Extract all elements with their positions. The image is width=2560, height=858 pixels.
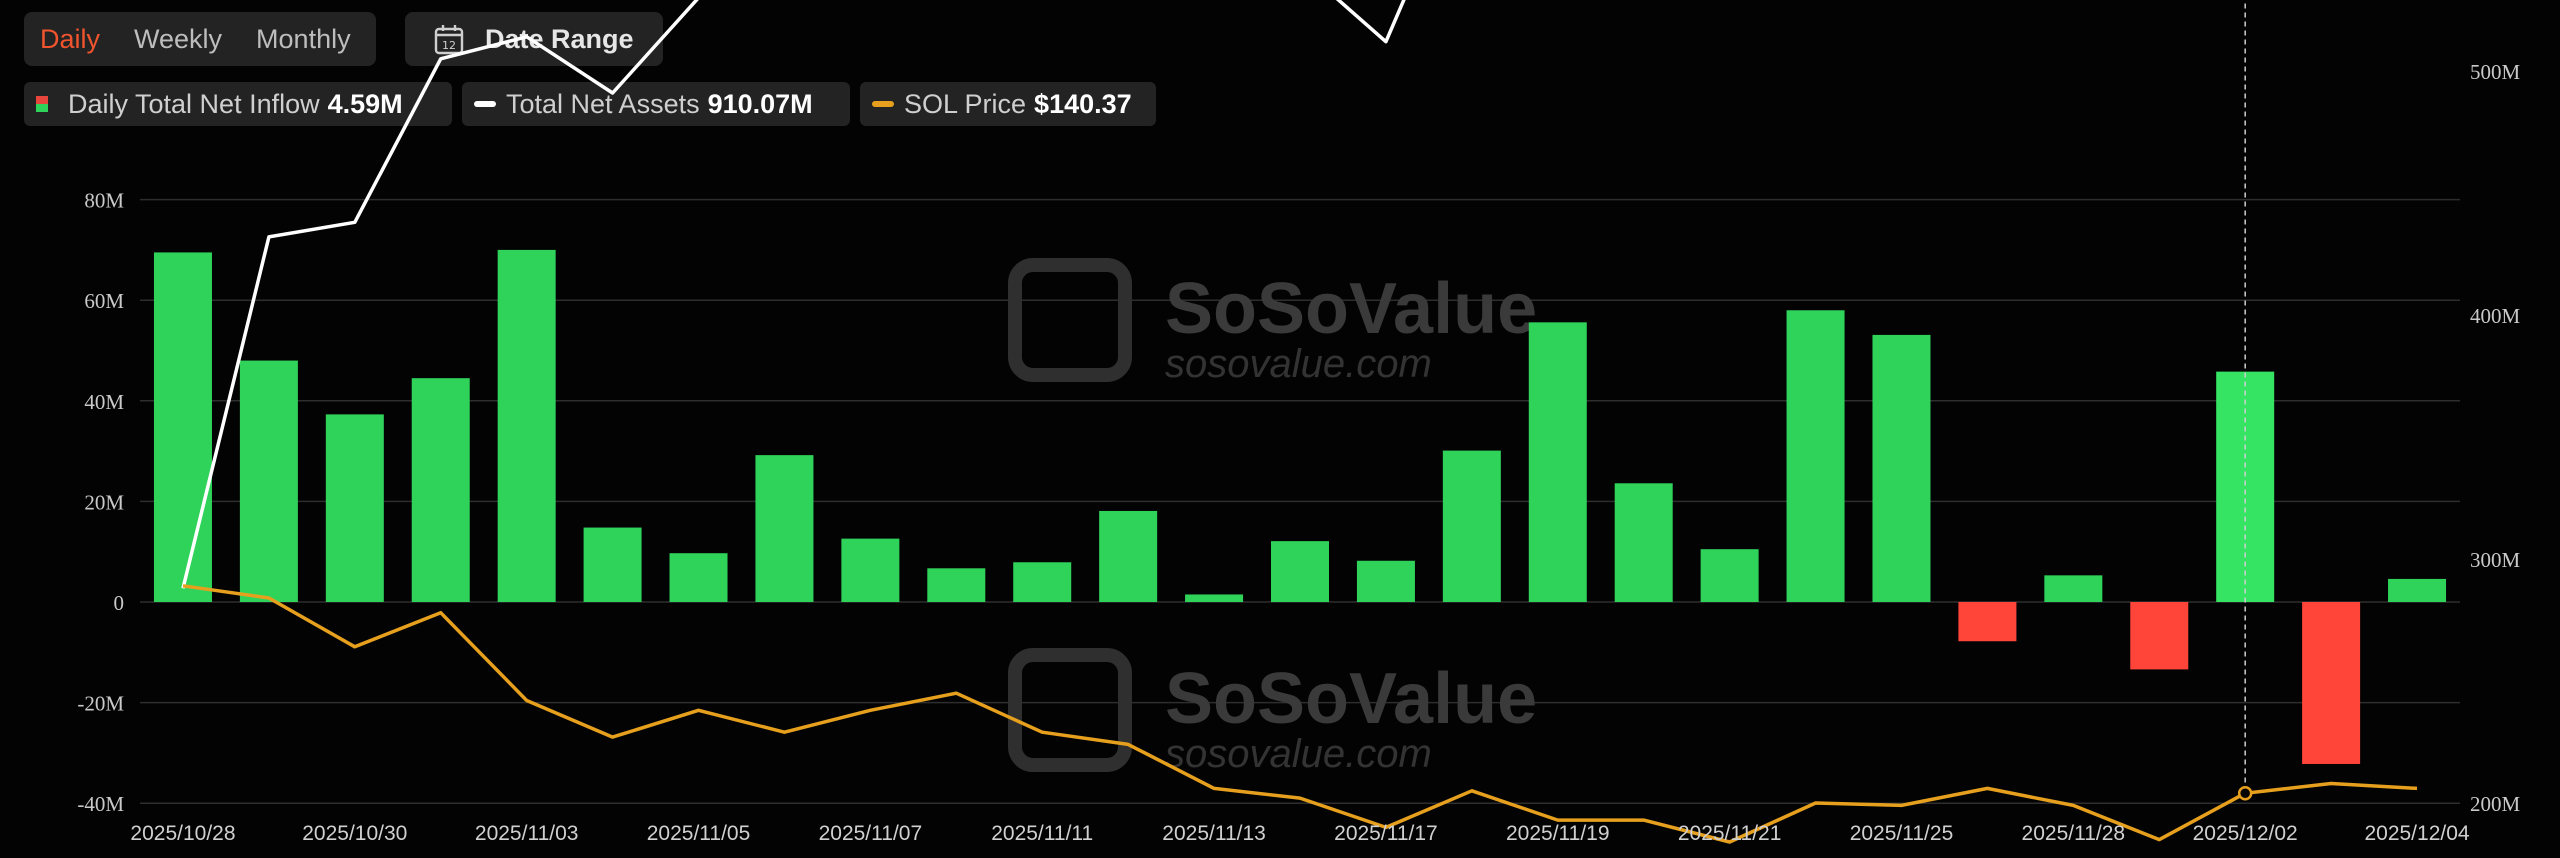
y-left-tick-label: 40M — [84, 390, 124, 414]
line-swatch-icon — [872, 101, 894, 107]
inflow-bar — [1442, 450, 1501, 602]
inflow-bar — [669, 553, 728, 602]
x-tick-label: 2025/12/02 — [2193, 822, 2298, 845]
y-right-tick-label: 500M — [2470, 60, 2521, 84]
x-tick-label: 2025/11/11 — [991, 822, 1093, 845]
legend-value: 4.59M — [327, 88, 403, 119]
watermark-logo-icon — [1008, 258, 1132, 382]
bicolor-swatch-icon — [36, 96, 48, 112]
inflow-bar — [583, 527, 642, 602]
tab-weekly[interactable]: Weekly — [134, 23, 223, 54]
legend-name: Daily Total Net Inflow — [68, 88, 320, 119]
axes: -40M-20M020M40M60M80M200M300M400M500M600… — [77, 60, 2521, 845]
inflow-bar — [1614, 483, 1673, 602]
date-range-label: Date Range — [485, 23, 634, 54]
inflow-bar — [2216, 371, 2275, 602]
inflow-bar — [1099, 510, 1158, 602]
y-left-tick-label: -40M — [77, 792, 124, 816]
inflow-bar — [841, 538, 900, 602]
legend-name: SOL Price — [904, 88, 1027, 119]
legend-total-net-assets[interactable]: Total Net Assets 910.07M — [462, 82, 850, 126]
inflow-bar — [153, 252, 212, 603]
x-tick-label: 2025/11/13 — [1162, 822, 1266, 845]
y-left-tick-label: 60M — [84, 289, 124, 313]
period-tabs: Daily Weekly Monthly — [24, 12, 376, 66]
tab-daily[interactable]: Daily — [40, 23, 101, 54]
legend-sol-price[interactable]: SOL Price $140.37 — [860, 82, 1156, 126]
y-right-tick-label: 400M — [2470, 304, 2521, 328]
inflow-bar — [497, 249, 556, 602]
inflow-bar — [1786, 310, 1845, 602]
legend-value: 910.07M — [707, 88, 813, 119]
x-tick-label: 2025/10/30 — [302, 822, 407, 845]
x-tick-label: 2025/11/21 — [1678, 822, 1782, 845]
inflow-bar — [1528, 322, 1587, 602]
y-right-tick-label: 200M — [2470, 792, 2521, 816]
inflow-bar — [1872, 334, 1931, 602]
inflow-bar — [325, 414, 384, 602]
legend-daily-net-inflow[interactable]: Daily Total Net Inflow 4.59M — [24, 82, 452, 126]
watermark-logo-icon — [1008, 648, 1132, 772]
x-tick-label: 2025/10/28 — [130, 822, 235, 845]
watermark-site: sosovalue.com — [1165, 342, 1432, 386]
crosshair-price-point — [2237, 785, 2253, 801]
y-left-tick-label: 0 — [114, 591, 125, 615]
inflow-bar — [927, 568, 986, 602]
watermarks: SoSoValuesosovalue.comSoSoValuesosovalue… — [1008, 258, 1537, 776]
inflow-bar — [1271, 541, 1329, 602]
x-tick-label: 2025/11/03 — [475, 822, 579, 845]
watermark-brand: SoSoValue — [1165, 269, 1537, 349]
inflow-bar — [1700, 549, 1759, 602]
total-net-assets-line — [181, 0, 1406, 589]
svg-text:12: 12 — [442, 39, 456, 52]
tab-monthly[interactable]: Monthly — [256, 23, 351, 54]
series-lines — [181, 0, 2418, 844]
inflow-bar — [2044, 575, 2103, 602]
x-tick-label: 2025/11/19 — [1506, 822, 1610, 845]
inflow-bar — [2302, 602, 2361, 764]
line-swatch-icon — [474, 101, 496, 107]
y-right-tick-label: 300M — [2470, 548, 2521, 572]
sol-price-line — [182, 584, 2418, 844]
watermark-site: sosovalue.com — [1165, 732, 1432, 776]
x-tick-label: 2025/11/05 — [647, 822, 751, 845]
x-tick-label: 2025/12/04 — [2364, 822, 2469, 845]
y-left-tick-label: 20M — [84, 490, 124, 514]
calendar-icon: 12 — [434, 25, 464, 55]
inflow-bar — [1958, 602, 2017, 642]
inflow-bar — [1013, 562, 1072, 602]
inflow-bar — [411, 378, 470, 602]
inflow-bar — [755, 455, 814, 602]
watermark-brand: SoSoValue — [1165, 659, 1537, 739]
inflow-bar — [239, 360, 298, 602]
x-tick-label: 2025/11/07 — [819, 822, 923, 845]
inflow-bar — [2130, 602, 2189, 670]
x-tick-label: 2025/11/17 — [1334, 822, 1438, 845]
legend-value: $140.37 — [1034, 88, 1132, 119]
inflow-bar — [1185, 594, 1244, 602]
y-left-tick-label: -20M — [77, 692, 124, 716]
x-tick-label: 2025/11/28 — [2022, 822, 2126, 845]
inflow-bars — [153, 249, 2447, 764]
y-left-tick-label: 80M — [84, 189, 124, 213]
x-tick-label: 2025/11/25 — [1850, 822, 1954, 845]
inflow-bar — [2388, 578, 2447, 602]
legend-name: Total Net Assets — [506, 88, 700, 119]
inflow-bar — [1356, 560, 1415, 602]
